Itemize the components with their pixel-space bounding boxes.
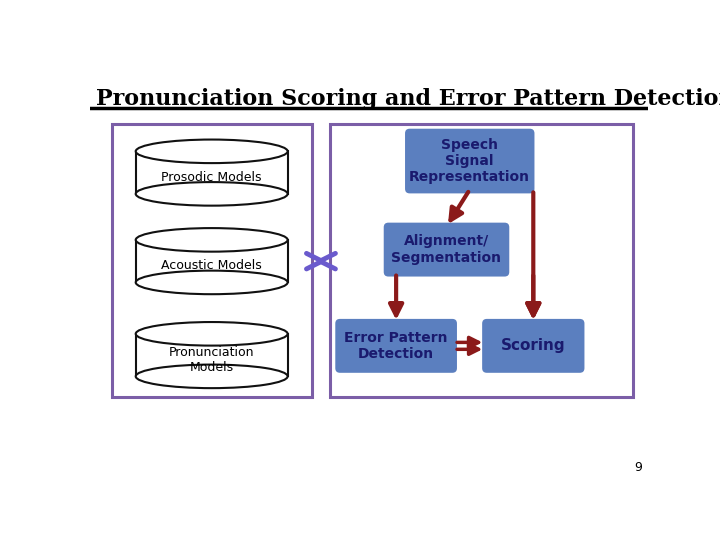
FancyBboxPatch shape bbox=[336, 319, 457, 373]
Bar bbox=[136, 151, 287, 194]
Text: Alignment/
Segmentation: Alignment/ Segmentation bbox=[392, 234, 502, 265]
FancyBboxPatch shape bbox=[482, 319, 585, 373]
Text: Speech
Signal
Representation: Speech Signal Representation bbox=[409, 138, 530, 184]
Text: Acoustic Models: Acoustic Models bbox=[161, 259, 262, 272]
Ellipse shape bbox=[136, 139, 287, 163]
FancyBboxPatch shape bbox=[384, 222, 509, 276]
Ellipse shape bbox=[136, 182, 287, 206]
Ellipse shape bbox=[136, 322, 287, 346]
Bar bbox=[136, 240, 287, 282]
Ellipse shape bbox=[136, 228, 287, 252]
Text: Scoring: Scoring bbox=[501, 339, 566, 353]
Text: Pronunciation Scoring and Error Pattern Detection: Pronunciation Scoring and Error Pattern … bbox=[96, 87, 720, 110]
Ellipse shape bbox=[136, 364, 287, 388]
Text: Prosodic Models: Prosodic Models bbox=[161, 171, 262, 184]
Ellipse shape bbox=[136, 271, 287, 294]
Text: Error Pattern
Detection: Error Pattern Detection bbox=[344, 330, 448, 361]
Text: Pronunciation
Models: Pronunciation Models bbox=[169, 346, 254, 374]
Bar bbox=[136, 334, 287, 376]
Text: 9: 9 bbox=[634, 462, 642, 475]
FancyBboxPatch shape bbox=[405, 129, 534, 193]
